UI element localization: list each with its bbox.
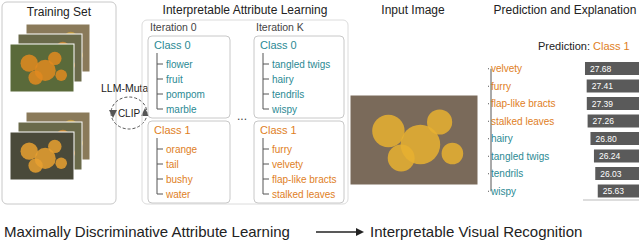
svg-text:hairy: hairy [272, 74, 294, 85]
svg-text:26.24: 26.24 [599, 151, 621, 161]
svg-text:orange: orange [166, 144, 198, 155]
svg-text:27.41: 27.41 [592, 81, 614, 91]
svg-text:water: water [165, 189, 191, 200]
svg-text:velvety: velvety [272, 159, 303, 170]
svg-text:wispy: wispy [271, 104, 297, 115]
svg-text:Training Set: Training Set [27, 5, 92, 19]
svg-text:Interpretable Visual Recogniti: Interpretable Visual Recognition [370, 223, 582, 240]
svg-text:furry: furry [491, 81, 511, 92]
svg-text:fruit: fruit [166, 74, 183, 85]
svg-text:LLM-Mutate: LLM-Mutate [101, 82, 157, 94]
svg-text:Interpretable Attribute Learni: Interpretable Attribute Learning [163, 3, 328, 17]
svg-text:26.03: 26.03 [600, 169, 622, 179]
svg-text:Class 0: Class 0 [260, 39, 297, 51]
svg-text:27.68: 27.68 [590, 64, 612, 74]
svg-text:Iteration 0: Iteration 0 [150, 21, 197, 33]
svg-text:Iteration K: Iteration K [256, 21, 304, 33]
svg-text:flower: flower [166, 59, 193, 70]
svg-text:...: ... [237, 109, 247, 123]
svg-text:Prediction: Class 1: Prediction: Class 1 [538, 40, 630, 52]
svg-text:CLIP: CLIP [118, 108, 141, 119]
svg-text:marble: marble [166, 104, 197, 115]
svg-text:Input Image: Input Image [381, 3, 445, 17]
svg-text:tangled twigs: tangled twigs [491, 151, 549, 162]
svg-text:tangled twigs: tangled twigs [272, 59, 330, 70]
svg-text:Class 1: Class 1 [260, 124, 297, 136]
svg-text:tendrils: tendrils [272, 89, 304, 100]
svg-text:25.63: 25.63 [603, 186, 625, 196]
svg-text:26.80: 26.80 [595, 134, 617, 144]
svg-text:Maximally Discriminative Attri: Maximally Discriminative Attribute Learn… [8, 223, 290, 240]
svg-text:Class 0: Class 0 [154, 39, 191, 51]
svg-text:tail: tail [166, 159, 179, 170]
svg-text:27.39: 27.39 [592, 99, 614, 109]
svg-text:tendrils: tendrils [491, 168, 523, 179]
svg-text:wispy: wispy [490, 186, 516, 197]
svg-text:stalked leaves: stalked leaves [491, 116, 554, 127]
svg-text:velvety: velvety [491, 63, 522, 74]
svg-text:bushy: bushy [166, 174, 193, 185]
svg-text:stalked leaves: stalked leaves [272, 189, 335, 200]
svg-text:hairy: hairy [491, 133, 513, 144]
svg-text:Prediction and Explanation: Prediction and Explanation [494, 3, 632, 17]
svg-text:Class 1: Class 1 [154, 124, 191, 136]
svg-text:pompom: pompom [166, 89, 205, 100]
svg-text:furry: furry [272, 144, 292, 155]
svg-text:27.26: 27.26 [593, 116, 615, 126]
svg-text:flap-like bracts: flap-like bracts [491, 98, 555, 109]
svg-text:flap-like bracts: flap-like bracts [272, 174, 336, 185]
